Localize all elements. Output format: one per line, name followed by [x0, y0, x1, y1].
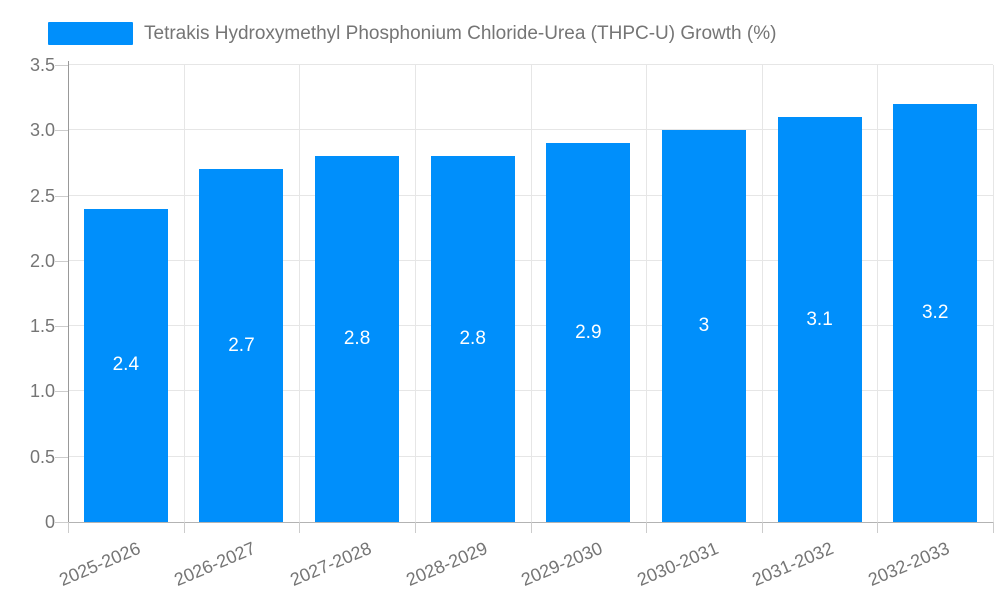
- x-gridline: [762, 65, 763, 522]
- x-axis-label: 2025-2026: [55, 537, 144, 590]
- plot-area: 2.4 2.7 2.8 2.8 2.9 3 3.1 3.2: [68, 64, 994, 522]
- y-tick: [55, 522, 68, 523]
- x-gridline: [415, 65, 416, 522]
- bar-2028-2029[interactable]: [430, 156, 515, 522]
- bar-value-label: 3.1: [806, 308, 833, 330]
- x-tick: [531, 522, 532, 533]
- x-axis-label: 2027-2028: [287, 537, 375, 590]
- legend-label: Tetrakis Hydroxymethyl Phosphonium Chlor…: [144, 23, 777, 44]
- y-gridline: [68, 129, 993, 131]
- x-axis-label: 2031-2032: [749, 537, 837, 590]
- bar-value-label: 2.4: [112, 354, 140, 376]
- x-tick: [68, 522, 69, 533]
- x-tick: [415, 522, 416, 533]
- y-gridline: [68, 390, 993, 392]
- x-tick: [299, 522, 300, 533]
- y-gridline: [68, 455, 993, 457]
- x-tick: [762, 522, 763, 533]
- y-tick: [55, 391, 68, 393]
- x-gridline: [299, 65, 300, 522]
- bar-2025-2026[interactable]: [83, 208, 168, 522]
- bar-value-label: 3: [698, 315, 710, 337]
- bar-value-label: 2.9: [575, 321, 602, 343]
- y-axis-label: 1.5: [29, 316, 55, 337]
- y-axis-label: 1.0: [29, 381, 55, 402]
- y-gridline: [68, 194, 993, 196]
- x-tick: [646, 522, 647, 533]
- y-gridline: [68, 64, 993, 65]
- bar-2031-2032[interactable]: [777, 117, 862, 522]
- y-tick: [55, 260, 68, 262]
- y-axis-label: 3.5: [29, 55, 55, 75]
- bar-2027-2028[interactable]: [315, 156, 400, 522]
- y-gridline: [68, 259, 993, 261]
- legend[interactable]: Tetrakis Hydroxymethyl Phosphonium Chlor…: [48, 22, 776, 45]
- y-axis-label: 2.0: [29, 250, 55, 271]
- bar-2029-2030[interactable]: [546, 143, 631, 522]
- y-axis-label: 0: [44, 512, 55, 532]
- bar-value-label: 2.8: [459, 328, 486, 350]
- y-tick: [55, 456, 68, 458]
- x-tick: [993, 522, 994, 533]
- y-axis-line: [68, 61, 69, 533]
- bar-value-label: 3.2: [921, 302, 949, 324]
- x-gridline: [646, 65, 647, 522]
- y-axis-label: 3.0: [29, 120, 55, 141]
- x-axis-label: 2026-2027: [171, 537, 259, 590]
- bar-value-label: 2.7: [228, 334, 255, 356]
- bar-2026-2027[interactable]: [199, 169, 284, 522]
- y-axis-label: 2.5: [29, 185, 55, 206]
- bar-value-label: 2.8: [343, 328, 371, 350]
- bar-2030-2031[interactable]: [661, 130, 746, 522]
- y-axis-label: 0.5: [29, 446, 55, 467]
- y-tick: [55, 195, 68, 197]
- x-axis-label: 2028-2029: [402, 537, 490, 590]
- x-tick: [184, 522, 185, 533]
- x-gridline: [877, 65, 878, 522]
- y-gridline: [68, 325, 993, 327]
- x-axis-label: 2032-2033: [865, 537, 953, 590]
- x-tick: [877, 522, 878, 533]
- y-tick: [55, 65, 68, 66]
- legend-swatch: [48, 22, 133, 45]
- x-axis-label: 2030-2031: [634, 537, 722, 590]
- y-tick: [55, 326, 68, 328]
- x-gridline: [184, 65, 185, 522]
- x-axis-label: 2029-2030: [518, 537, 606, 590]
- bar-2032-2033[interactable]: [893, 104, 978, 522]
- x-gridline: [531, 65, 532, 522]
- x-axis-line: [68, 522, 993, 523]
- x-gridline: [993, 65, 994, 522]
- y-tick: [55, 130, 68, 132]
